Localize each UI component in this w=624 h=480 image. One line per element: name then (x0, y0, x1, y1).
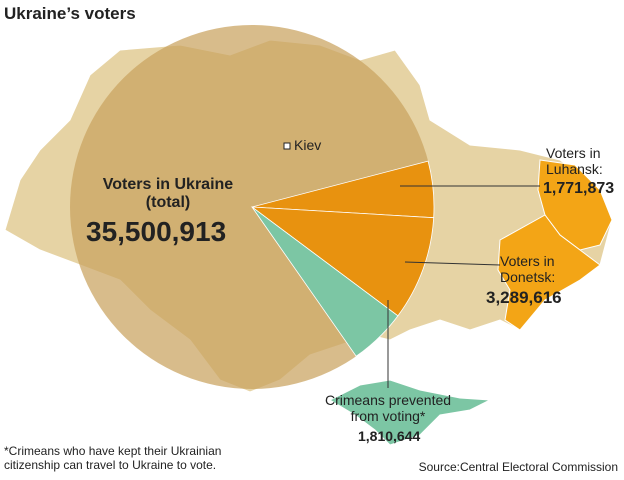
city-label: Kiev (294, 137, 322, 153)
footnote: *Crimeans who have kept their Ukrainian … (4, 444, 222, 472)
value-label: 1,771,873 (543, 180, 615, 197)
category-label: Voters in Donetsk: (500, 253, 556, 285)
pie-slice (250, 206, 435, 317)
crimea-region (328, 379, 492, 446)
value-label: 1,810,644 (358, 428, 421, 444)
total-name: Voters in Ukraine (total) (102, 176, 234, 211)
donetsk-region (497, 214, 601, 331)
value-label: 3,289,616 (486, 288, 562, 307)
title: Ukraine’s voters (4, 4, 136, 23)
luhansk-region (537, 159, 613, 251)
category-label: Crimeans prevented from voting* (324, 392, 452, 424)
total-label: 35,500,913 (86, 216, 227, 247)
category-label: Voters in Luhansk: (546, 145, 603, 177)
pie (70, 25, 435, 389)
kiev-marker (283, 142, 291, 150)
source: Source:Central Electoral Commission (418, 460, 618, 474)
pie-slice (251, 206, 399, 357)
leader-line (404, 261, 501, 266)
